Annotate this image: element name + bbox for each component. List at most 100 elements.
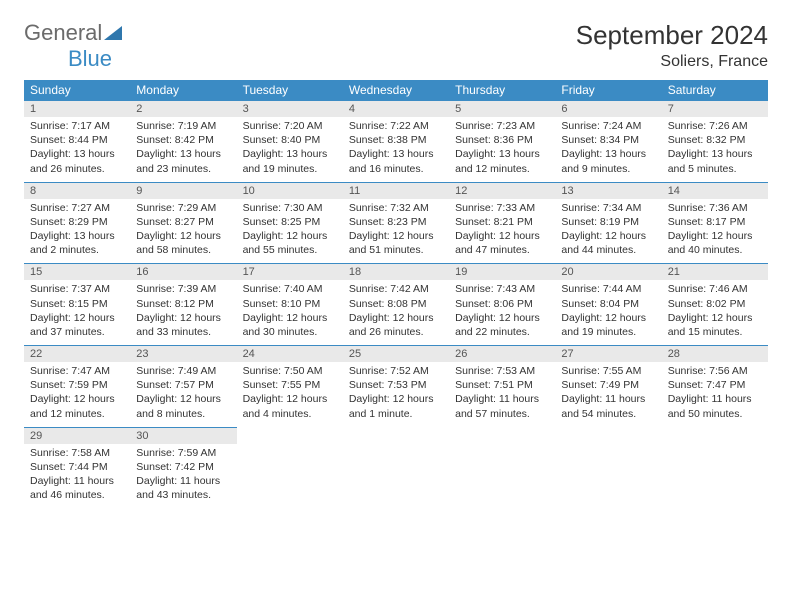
header: General Blue September 2024 Soliers, Fra… bbox=[24, 20, 768, 72]
day-number: 12 bbox=[449, 183, 555, 199]
logo: General Blue bbox=[24, 20, 124, 72]
day-info: Sunrise: 7:27 AMSunset: 8:29 PMDaylight:… bbox=[24, 199, 130, 264]
month-title: September 2024 bbox=[576, 20, 768, 51]
day-number: 26 bbox=[449, 346, 555, 362]
day-number: 22 bbox=[24, 346, 130, 362]
day-cell: 3Sunrise: 7:20 AMSunset: 8:40 PMDaylight… bbox=[237, 101, 343, 183]
day-info: Sunrise: 7:34 AMSunset: 8:19 PMDaylight:… bbox=[555, 199, 661, 264]
empty-cell bbox=[449, 427, 555, 508]
day-cell: 11Sunrise: 7:32 AMSunset: 8:23 PMDayligh… bbox=[343, 182, 449, 264]
day-info: Sunrise: 7:53 AMSunset: 7:51 PMDaylight:… bbox=[449, 362, 555, 427]
calendar-week-row: 22Sunrise: 7:47 AMSunset: 7:59 PMDayligh… bbox=[24, 346, 768, 428]
day-number: 29 bbox=[24, 428, 130, 444]
day-cell: 24Sunrise: 7:50 AMSunset: 7:55 PMDayligh… bbox=[237, 346, 343, 428]
day-cell: 12Sunrise: 7:33 AMSunset: 8:21 PMDayligh… bbox=[449, 182, 555, 264]
day-number: 13 bbox=[555, 183, 661, 199]
empty-cell bbox=[343, 427, 449, 508]
day-number: 28 bbox=[662, 346, 768, 362]
day-number: 7 bbox=[662, 101, 768, 117]
empty-cell bbox=[662, 427, 768, 508]
day-info: Sunrise: 7:20 AMSunset: 8:40 PMDaylight:… bbox=[237, 117, 343, 182]
day-info: Sunrise: 7:30 AMSunset: 8:25 PMDaylight:… bbox=[237, 199, 343, 264]
day-number: 17 bbox=[237, 264, 343, 280]
day-number: 21 bbox=[662, 264, 768, 280]
day-cell: 10Sunrise: 7:30 AMSunset: 8:25 PMDayligh… bbox=[237, 182, 343, 264]
day-number: 3 bbox=[237, 101, 343, 117]
day-number: 4 bbox=[343, 101, 449, 117]
day-cell: 14Sunrise: 7:36 AMSunset: 8:17 PMDayligh… bbox=[662, 182, 768, 264]
day-cell: 17Sunrise: 7:40 AMSunset: 8:10 PMDayligh… bbox=[237, 264, 343, 346]
day-info: Sunrise: 7:55 AMSunset: 7:49 PMDaylight:… bbox=[555, 362, 661, 427]
day-cell: 26Sunrise: 7:53 AMSunset: 7:51 PMDayligh… bbox=[449, 346, 555, 428]
day-cell: 29Sunrise: 7:58 AMSunset: 7:44 PMDayligh… bbox=[24, 427, 130, 508]
day-number: 9 bbox=[130, 183, 236, 199]
day-info: Sunrise: 7:22 AMSunset: 8:38 PMDaylight:… bbox=[343, 117, 449, 182]
day-number: 2 bbox=[130, 101, 236, 117]
day-cell: 1Sunrise: 7:17 AMSunset: 8:44 PMDaylight… bbox=[24, 101, 130, 183]
dow-header: Friday bbox=[555, 80, 661, 101]
day-info: Sunrise: 7:59 AMSunset: 7:42 PMDaylight:… bbox=[130, 444, 236, 509]
day-cell: 22Sunrise: 7:47 AMSunset: 7:59 PMDayligh… bbox=[24, 346, 130, 428]
day-number: 8 bbox=[24, 183, 130, 199]
empty-cell bbox=[555, 427, 661, 508]
calendar-week-row: 1Sunrise: 7:17 AMSunset: 8:44 PMDaylight… bbox=[24, 101, 768, 183]
day-number: 14 bbox=[662, 183, 768, 199]
day-number: 5 bbox=[449, 101, 555, 117]
day-cell: 6Sunrise: 7:24 AMSunset: 8:34 PMDaylight… bbox=[555, 101, 661, 183]
day-cell: 28Sunrise: 7:56 AMSunset: 7:47 PMDayligh… bbox=[662, 346, 768, 428]
day-info: Sunrise: 7:39 AMSunset: 8:12 PMDaylight:… bbox=[130, 280, 236, 345]
day-cell: 20Sunrise: 7:44 AMSunset: 8:04 PMDayligh… bbox=[555, 264, 661, 346]
day-info: Sunrise: 7:49 AMSunset: 7:57 PMDaylight:… bbox=[130, 362, 236, 427]
dow-header: Thursday bbox=[449, 80, 555, 101]
day-cell: 2Sunrise: 7:19 AMSunset: 8:42 PMDaylight… bbox=[130, 101, 236, 183]
day-info: Sunrise: 7:33 AMSunset: 8:21 PMDaylight:… bbox=[449, 199, 555, 264]
logo-text-general: General bbox=[24, 20, 102, 45]
day-info: Sunrise: 7:24 AMSunset: 8:34 PMDaylight:… bbox=[555, 117, 661, 182]
day-number: 15 bbox=[24, 264, 130, 280]
dow-header: Tuesday bbox=[237, 80, 343, 101]
day-number: 6 bbox=[555, 101, 661, 117]
day-cell: 23Sunrise: 7:49 AMSunset: 7:57 PMDayligh… bbox=[130, 346, 236, 428]
calendar-week-row: 15Sunrise: 7:37 AMSunset: 8:15 PMDayligh… bbox=[24, 264, 768, 346]
day-number: 1 bbox=[24, 101, 130, 117]
day-info: Sunrise: 7:23 AMSunset: 8:36 PMDaylight:… bbox=[449, 117, 555, 182]
day-cell: 19Sunrise: 7:43 AMSunset: 8:06 PMDayligh… bbox=[449, 264, 555, 346]
day-number: 27 bbox=[555, 346, 661, 362]
day-number: 11 bbox=[343, 183, 449, 199]
empty-cell bbox=[237, 427, 343, 508]
calendar-week-row: 8Sunrise: 7:27 AMSunset: 8:29 PMDaylight… bbox=[24, 182, 768, 264]
day-info: Sunrise: 7:29 AMSunset: 8:27 PMDaylight:… bbox=[130, 199, 236, 264]
day-info: Sunrise: 7:46 AMSunset: 8:02 PMDaylight:… bbox=[662, 280, 768, 345]
dow-header: Monday bbox=[130, 80, 236, 101]
day-number: 10 bbox=[237, 183, 343, 199]
day-info: Sunrise: 7:43 AMSunset: 8:06 PMDaylight:… bbox=[449, 280, 555, 345]
day-cell: 4Sunrise: 7:22 AMSunset: 8:38 PMDaylight… bbox=[343, 101, 449, 183]
day-cell: 9Sunrise: 7:29 AMSunset: 8:27 PMDaylight… bbox=[130, 182, 236, 264]
day-info: Sunrise: 7:17 AMSunset: 8:44 PMDaylight:… bbox=[24, 117, 130, 182]
day-number: 20 bbox=[555, 264, 661, 280]
title-block: September 2024 Soliers, France bbox=[576, 20, 768, 71]
day-info: Sunrise: 7:58 AMSunset: 7:44 PMDaylight:… bbox=[24, 444, 130, 509]
day-info: Sunrise: 7:26 AMSunset: 8:32 PMDaylight:… bbox=[662, 117, 768, 182]
day-cell: 7Sunrise: 7:26 AMSunset: 8:32 PMDaylight… bbox=[662, 101, 768, 183]
day-info: Sunrise: 7:52 AMSunset: 7:53 PMDaylight:… bbox=[343, 362, 449, 427]
dow-row: SundayMondayTuesdayWednesdayThursdayFrid… bbox=[24, 80, 768, 101]
day-cell: 5Sunrise: 7:23 AMSunset: 8:36 PMDaylight… bbox=[449, 101, 555, 183]
day-info: Sunrise: 7:36 AMSunset: 8:17 PMDaylight:… bbox=[662, 199, 768, 264]
day-info: Sunrise: 7:40 AMSunset: 8:10 PMDaylight:… bbox=[237, 280, 343, 345]
day-cell: 25Sunrise: 7:52 AMSunset: 7:53 PMDayligh… bbox=[343, 346, 449, 428]
day-cell: 8Sunrise: 7:27 AMSunset: 8:29 PMDaylight… bbox=[24, 182, 130, 264]
day-cell: 15Sunrise: 7:37 AMSunset: 8:15 PMDayligh… bbox=[24, 264, 130, 346]
day-cell: 16Sunrise: 7:39 AMSunset: 8:12 PMDayligh… bbox=[130, 264, 236, 346]
day-number: 19 bbox=[449, 264, 555, 280]
logo-text-blue: Blue bbox=[68, 46, 112, 71]
day-number: 25 bbox=[343, 346, 449, 362]
day-cell: 13Sunrise: 7:34 AMSunset: 8:19 PMDayligh… bbox=[555, 182, 661, 264]
day-info: Sunrise: 7:56 AMSunset: 7:47 PMDaylight:… bbox=[662, 362, 768, 427]
dow-header: Sunday bbox=[24, 80, 130, 101]
day-number: 18 bbox=[343, 264, 449, 280]
day-number: 23 bbox=[130, 346, 236, 362]
day-info: Sunrise: 7:44 AMSunset: 8:04 PMDaylight:… bbox=[555, 280, 661, 345]
day-cell: 18Sunrise: 7:42 AMSunset: 8:08 PMDayligh… bbox=[343, 264, 449, 346]
day-cell: 27Sunrise: 7:55 AMSunset: 7:49 PMDayligh… bbox=[555, 346, 661, 428]
